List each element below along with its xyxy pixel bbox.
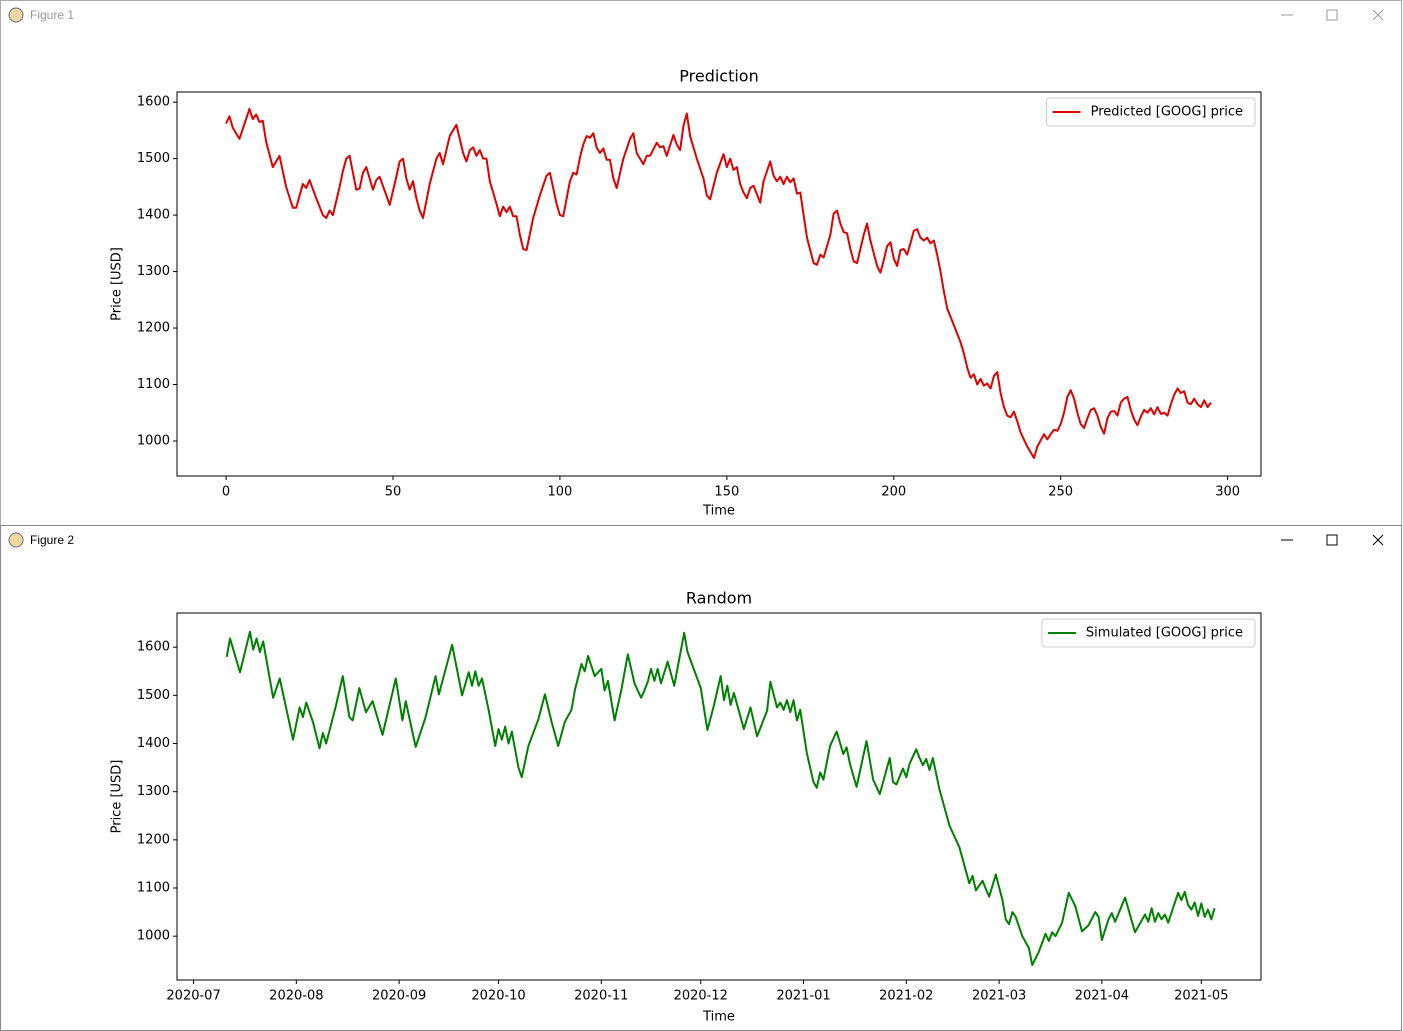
window-title: Figure 2	[30, 533, 74, 547]
title-bar	[1, 1, 1401, 32]
price-line	[225, 107, 1212, 459]
y-tick-label: 1600	[137, 95, 170, 110]
close-button[interactable]	[1372, 534, 1384, 546]
y-tick-label: 1000	[137, 929, 170, 944]
app-icon	[8, 7, 24, 23]
window-2: Figure 2	[0, 525, 1402, 1031]
x-tick-label: 2021-03	[972, 989, 1026, 1004]
x-tick-label: 2021-05	[1174, 989, 1228, 1004]
x-tick-label: 2021-01	[776, 989, 830, 1004]
x-tick-label: 2021-02	[879, 989, 933, 1004]
legend-frame	[1046, 97, 1256, 127]
figure-1: Prediction Time Price [USD] 0 50 100 150 200 250…	[110, 67, 1262, 519]
y-tick-label: 1400	[137, 736, 170, 751]
y-tick-label: 1200	[137, 321, 170, 336]
y-tick-label: 1100	[137, 377, 170, 392]
x-tick-label: 0	[222, 485, 230, 500]
window-title: Figure 1	[30, 8, 74, 22]
y-axis-label: Price [USD]	[110, 247, 125, 321]
x-tick-label: 200	[881, 485, 906, 500]
x-tick-label: 2020-09	[372, 989, 426, 1004]
chart-title: Prediction	[679, 67, 758, 86]
figure-2: Random Time Price [USD] 2020-07 2020-08 2020-…	[110, 589, 1262, 1025]
axes-frame	[176, 612, 1262, 981]
x-axis-label: Time	[702, 504, 735, 519]
y-tick-label: 1500	[137, 688, 170, 703]
x-tick-label: 2020-11	[574, 989, 628, 1004]
x-tick-label: 300	[1215, 485, 1240, 500]
x-tick-label: 2021-04	[1075, 989, 1129, 1004]
maximize-button[interactable]	[1326, 9, 1338, 21]
x-tick-label: 50	[385, 485, 402, 500]
x-tick-label: 2020-10	[471, 989, 525, 1004]
window-frame	[0, 525, 1402, 1031]
y-tick-label: 1600	[137, 640, 170, 655]
chart-title: Random	[686, 589, 752, 608]
y-tick-label: 1300	[137, 264, 170, 279]
close-button[interactable]	[1372, 9, 1384, 21]
maximize-button[interactable]	[1326, 534, 1338, 546]
legend-frame	[1041, 618, 1256, 648]
legend: Predicted [GOOG] price	[1046, 97, 1256, 127]
y-tick-label: 1000	[137, 433, 170, 448]
y-axis-label: Price [USD]	[110, 760, 125, 834]
y-tick-label: 1400	[137, 208, 170, 223]
legend: Simulated [GOOG] price	[1041, 618, 1256, 648]
y-tick-label: 1500	[137, 151, 170, 166]
price-line	[225, 630, 1216, 967]
app-icon	[8, 532, 24, 548]
y-tick-label: 1300	[137, 784, 170, 799]
x-tick-label: 2020-07	[166, 989, 220, 1004]
y-tick-label: 1200	[137, 832, 170, 847]
legend-label: Simulated [GOOG] price	[1086, 626, 1243, 641]
x-tick-label: 250	[1048, 485, 1073, 500]
legend-label: Predicted [GOOG] price	[1091, 105, 1243, 120]
x-axis-label: Time	[702, 1010, 735, 1025]
x-tick-label: 100	[548, 485, 573, 500]
title-bar	[1, 526, 1401, 555]
x-tick-label: 150	[714, 485, 739, 500]
x-tick-label: 2020-08	[269, 989, 323, 1004]
axes-frame	[176, 91, 1262, 477]
x-tick-label: 2020-12	[674, 989, 728, 1004]
y-tick-label: 1100	[137, 881, 170, 896]
